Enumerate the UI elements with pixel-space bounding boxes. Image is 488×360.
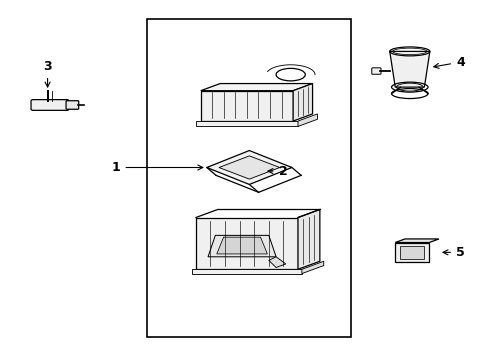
Text: 2: 2 (267, 165, 286, 177)
Text: 3: 3 (43, 60, 52, 87)
Polygon shape (399, 246, 424, 258)
Polygon shape (297, 210, 319, 269)
FancyBboxPatch shape (66, 101, 79, 109)
FancyBboxPatch shape (371, 68, 380, 74)
Text: 4: 4 (433, 55, 464, 69)
Polygon shape (216, 237, 267, 254)
Polygon shape (301, 261, 323, 274)
Polygon shape (201, 91, 292, 121)
Polygon shape (394, 239, 438, 243)
Polygon shape (201, 84, 312, 91)
Polygon shape (292, 84, 312, 121)
Polygon shape (207, 235, 276, 257)
Bar (147, 19, 351, 337)
Polygon shape (389, 51, 429, 87)
Text: 1: 1 (112, 161, 203, 174)
Polygon shape (268, 257, 285, 267)
Text: 5: 5 (442, 246, 464, 259)
Polygon shape (192, 269, 301, 274)
Polygon shape (196, 217, 297, 269)
FancyBboxPatch shape (31, 100, 69, 111)
Polygon shape (394, 243, 428, 262)
Polygon shape (196, 121, 297, 126)
Polygon shape (206, 150, 291, 184)
Polygon shape (219, 156, 279, 179)
Polygon shape (297, 114, 317, 126)
